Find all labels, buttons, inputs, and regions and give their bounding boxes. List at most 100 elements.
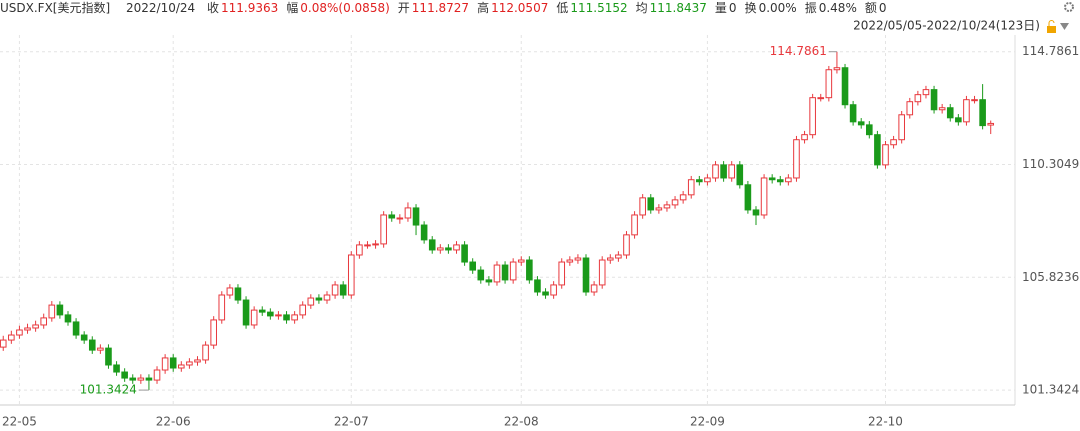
field-value: 0.48%: [818, 1, 857, 15]
candle-body: [971, 99, 978, 102]
candle-body: [453, 244, 460, 251]
candle-body: [760, 177, 768, 216]
candle-body: [40, 317, 48, 326]
candle-body: [550, 284, 557, 296]
candle-body: [258, 309, 266, 313]
candle-body: [752, 209, 760, 216]
candle-body: [712, 164, 719, 179]
field-label: 换: [744, 1, 757, 15]
candle-body: [817, 97, 825, 100]
field-label: 收: [207, 1, 220, 15]
candle-body: [793, 139, 800, 179]
candle-body: [412, 207, 420, 226]
candle-body: [679, 194, 687, 201]
candle-body: [671, 199, 679, 206]
candle-body: [186, 361, 193, 366]
settings-icon[interactable]: [1064, 2, 1074, 12]
candle-body: [874, 134, 881, 166]
grid: [0, 35, 1015, 405]
field-value: 0: [878, 1, 887, 15]
max-label: 114.7861: [770, 44, 827, 58]
candle-body: [493, 264, 501, 283]
candle-body: [623, 234, 630, 256]
candle-body: [275, 314, 282, 317]
candle-body: [372, 243, 379, 246]
candle-body: [88, 339, 96, 351]
x-tick-label: 22-06: [156, 415, 191, 429]
candle-body: [566, 259, 574, 263]
candle-body: [485, 279, 493, 283]
candle-body: [606, 257, 614, 261]
candle-body: [24, 327, 31, 331]
candle-body: [250, 309, 258, 326]
candle-body: [202, 344, 209, 361]
candle-body: [938, 107, 946, 111]
candle-body: [331, 284, 339, 296]
candle-body: [631, 214, 638, 236]
candle-body: [663, 204, 671, 209]
candle-body: [218, 294, 226, 321]
candle-body: [841, 67, 849, 106]
candle-body: [461, 244, 468, 263]
candle-body: [315, 297, 323, 301]
candle-body: [930, 89, 938, 111]
field-label: 开: [397, 1, 410, 15]
candle-body: [736, 164, 744, 186]
candle-body: [866, 124, 873, 136]
candle-body: [283, 314, 290, 321]
candle-body: [380, 214, 387, 245]
candle-body: [857, 121, 865, 126]
field-label: 高: [477, 1, 490, 15]
candle-body: [906, 101, 914, 116]
candle-body: [574, 257, 582, 261]
y-tick-label: 110.3049: [1022, 157, 1079, 171]
lock-icon[interactable]: [1047, 20, 1056, 34]
candle-body: [898, 114, 905, 141]
symbol: USDX.FX[美元指数]: [0, 1, 111, 15]
field-label: 低: [556, 1, 569, 15]
candle-body: [914, 94, 922, 103]
candle-body: [388, 214, 396, 219]
candle-body: [704, 177, 711, 183]
candle-body: [32, 324, 39, 329]
field-value: 111.5152: [570, 1, 628, 15]
candle-body: [890, 139, 897, 146]
dropdown-icon[interactable]: [1060, 23, 1069, 30]
candle-body: [0, 339, 7, 348]
candle-body: [849, 104, 857, 123]
candle-body: [598, 259, 606, 286]
candle-body: [728, 164, 736, 179]
candle-body: [509, 261, 517, 281]
candle-body: [356, 244, 363, 256]
candle-body: [469, 261, 476, 271]
x-tick-label: 22-10: [868, 415, 903, 429]
candle-body: [404, 207, 412, 219]
candle-body: [396, 217, 404, 220]
candle-body: [80, 334, 88, 341]
field-label: 均: [635, 1, 648, 15]
field-label: 量: [714, 1, 727, 15]
candle-body: [64, 314, 72, 323]
field-label: 幅: [286, 1, 299, 15]
candle-body: [517, 259, 525, 263]
candle-body: [590, 284, 598, 293]
candle-body: [113, 364, 120, 373]
candle-body: [307, 297, 315, 306]
candle-body: [145, 377, 153, 381]
candle-body: [696, 179, 703, 183]
candle-body: [979, 99, 986, 127]
field-value: 0.00%: [758, 1, 797, 15]
candle-body: [534, 279, 541, 293]
candle-body: [768, 177, 776, 181]
candle-body: [542, 291, 549, 296]
field-label: 振: [804, 1, 817, 15]
candle-body: [267, 311, 274, 317]
x-tick-label: 22-09: [690, 415, 725, 429]
candle-body: [955, 117, 962, 123]
field-value: 111.9363: [221, 1, 279, 15]
candle-body: [615, 254, 622, 259]
field-value: 111.8727: [411, 1, 470, 15]
candle-body: [178, 364, 185, 369]
candle-body: [558, 261, 566, 286]
